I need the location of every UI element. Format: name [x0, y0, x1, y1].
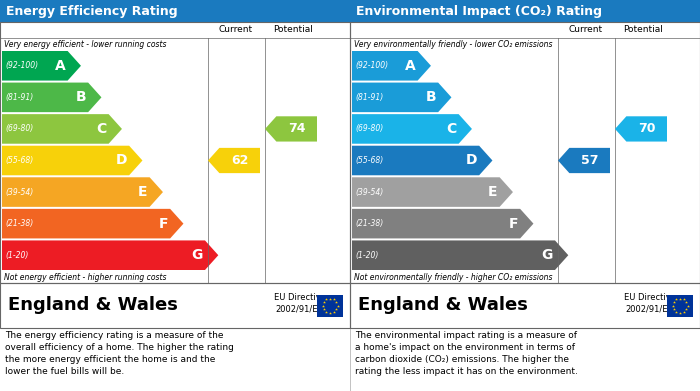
Text: (81-91): (81-91) — [5, 93, 34, 102]
Text: F: F — [509, 217, 518, 231]
Text: Current: Current — [569, 25, 603, 34]
Polygon shape — [615, 116, 667, 142]
Text: 70: 70 — [638, 122, 655, 135]
Bar — [350, 0, 700, 22]
Text: Current: Current — [219, 25, 253, 34]
Polygon shape — [352, 177, 513, 207]
Polygon shape — [2, 146, 143, 175]
Polygon shape — [265, 116, 317, 142]
Polygon shape — [2, 83, 101, 112]
Text: The environmental impact rating is a measure of
a home's impact on the environme: The environmental impact rating is a mea… — [355, 331, 578, 377]
Text: (69-80): (69-80) — [5, 124, 34, 133]
Bar — [0, 22, 350, 38]
Text: 57: 57 — [581, 154, 598, 167]
Bar — [350, 283, 700, 328]
Bar — [350, 22, 700, 283]
Text: Potential: Potential — [623, 25, 663, 34]
Bar — [0, 22, 350, 283]
Text: (21-38): (21-38) — [5, 219, 34, 228]
Text: E: E — [488, 185, 498, 199]
Text: England & Wales: England & Wales — [358, 296, 528, 314]
Text: G: G — [192, 248, 203, 262]
Text: (39-54): (39-54) — [5, 188, 34, 197]
Polygon shape — [352, 146, 493, 175]
Text: D: D — [466, 154, 477, 167]
Text: B: B — [76, 90, 86, 104]
Text: Not energy efficient - higher running costs: Not energy efficient - higher running co… — [4, 273, 167, 282]
Text: Environmental Impact (CO₂) Rating: Environmental Impact (CO₂) Rating — [356, 5, 602, 18]
Text: (1-20): (1-20) — [355, 251, 379, 260]
Text: G: G — [542, 248, 553, 262]
Polygon shape — [558, 148, 610, 173]
Text: (21-38): (21-38) — [355, 219, 384, 228]
Bar — [0, 283, 350, 328]
Polygon shape — [2, 114, 122, 144]
Text: 62: 62 — [231, 154, 248, 167]
Text: F: F — [159, 217, 168, 231]
Text: A: A — [405, 59, 416, 73]
Bar — [0, 22, 350, 38]
Text: EU Directive
2002/91/EC: EU Directive 2002/91/EC — [274, 293, 326, 314]
Polygon shape — [2, 51, 81, 81]
Polygon shape — [2, 240, 218, 270]
Polygon shape — [352, 83, 452, 112]
Polygon shape — [2, 209, 183, 239]
Polygon shape — [352, 51, 431, 81]
Text: Very energy efficient - lower running costs: Very energy efficient - lower running co… — [4, 40, 167, 49]
Text: (55-68): (55-68) — [5, 156, 34, 165]
Text: (55-68): (55-68) — [355, 156, 384, 165]
Text: The energy efficiency rating is a measure of the
overall efficiency of a home. T: The energy efficiency rating is a measur… — [5, 331, 234, 377]
Text: (81-91): (81-91) — [355, 93, 384, 102]
Bar — [350, 22, 700, 38]
Text: (39-54): (39-54) — [355, 188, 384, 197]
Text: E: E — [138, 185, 148, 199]
Polygon shape — [2, 177, 163, 207]
Bar — [0, 22, 350, 283]
Polygon shape — [208, 148, 260, 173]
Polygon shape — [352, 240, 568, 270]
Polygon shape — [352, 114, 472, 144]
Text: Very environmentally friendly - lower CO₂ emissions: Very environmentally friendly - lower CO… — [354, 40, 552, 49]
Text: Energy Efficiency Rating: Energy Efficiency Rating — [6, 5, 178, 18]
Text: B: B — [426, 90, 436, 104]
Text: (92-100): (92-100) — [355, 61, 388, 70]
Bar — [317, 294, 343, 316]
Bar — [0, 283, 350, 328]
Text: (1-20): (1-20) — [5, 251, 29, 260]
Text: England & Wales: England & Wales — [8, 296, 178, 314]
Text: Potential: Potential — [273, 25, 313, 34]
Text: 74: 74 — [288, 122, 305, 135]
Text: (92-100): (92-100) — [5, 61, 38, 70]
Bar — [667, 294, 693, 316]
Text: D: D — [116, 154, 127, 167]
Text: C: C — [97, 122, 106, 136]
Text: (69-80): (69-80) — [355, 124, 384, 133]
Text: A: A — [55, 59, 66, 73]
Text: Not environmentally friendly - higher CO₂ emissions: Not environmentally friendly - higher CO… — [354, 273, 552, 282]
Bar — [350, 22, 700, 38]
Bar — [0, 0, 350, 22]
Bar — [350, 283, 700, 328]
Text: EU Directive
2002/91/EC: EU Directive 2002/91/EC — [624, 293, 676, 314]
Bar — [350, 22, 700, 283]
Polygon shape — [352, 209, 533, 239]
Text: C: C — [447, 122, 456, 136]
